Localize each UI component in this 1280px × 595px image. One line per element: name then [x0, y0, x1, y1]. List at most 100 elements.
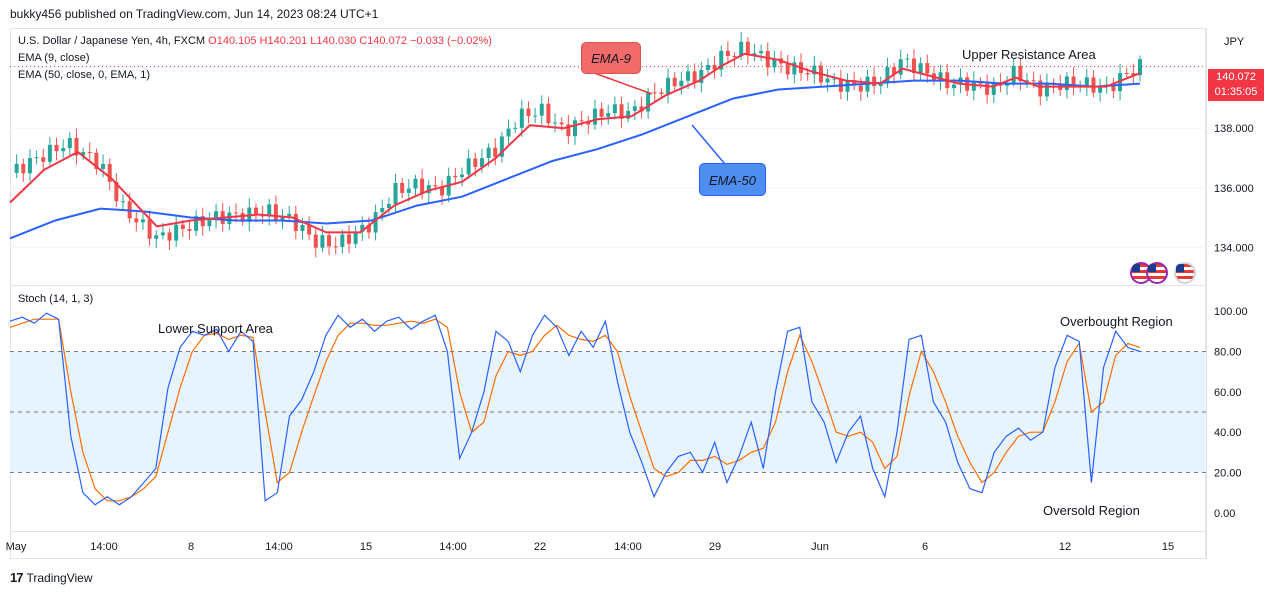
candle-body [765, 51, 770, 68]
candle-body [34, 157, 39, 159]
candle-body [214, 211, 219, 220]
candle-body [493, 147, 498, 157]
candle-body [539, 103, 544, 116]
candle-body [1071, 76, 1076, 87]
ema50-line [9, 79, 1141, 240]
candle-body [47, 144, 52, 162]
price-tick-label: 138.000 [1214, 123, 1254, 135]
candle-body [566, 124, 571, 137]
stoch-tick-label: 60.00 [1214, 387, 1242, 399]
candle-body [573, 120, 577, 137]
candle-body [646, 92, 651, 112]
ema9-callout: EMA-9 [581, 42, 641, 74]
candle-body [267, 204, 272, 217]
ema50-callout: EMA-50 [699, 163, 766, 196]
candle-body [612, 104, 617, 114]
candle-body [460, 174, 464, 178]
candle-body [67, 137, 72, 149]
candle-body [114, 181, 119, 202]
candle-body [679, 80, 684, 87]
candle-body [759, 51, 764, 54]
footer: 17 TradingView [10, 570, 93, 585]
candle-body [885, 67, 890, 83]
ohlc-values: O140.105 H140.201 L140.030 C140.072 −0.0… [208, 35, 492, 47]
candle-body [533, 115, 538, 117]
last-price-tag: 140.072 01:35:05 [1208, 69, 1264, 101]
candle-body [1131, 73, 1136, 76]
candle-body [300, 225, 305, 231]
candle-body [154, 235, 159, 239]
candle-body [287, 213, 292, 217]
candle-body [41, 157, 46, 162]
candle-body [1098, 86, 1103, 93]
candle-body [546, 103, 551, 124]
candle-body [194, 216, 199, 231]
legend-stoch: Stoch (14, 1, 3) [18, 293, 94, 305]
time-tick-label: 22 [534, 541, 546, 553]
candle-body [719, 50, 724, 70]
upper-resistance-label: Upper Resistance Area [962, 47, 1096, 62]
candle-body [479, 158, 484, 167]
candle-body [692, 71, 697, 84]
candle-body [406, 188, 411, 193]
candle-body [373, 212, 378, 233]
candle-body [74, 137, 79, 156]
candle-body [14, 163, 19, 173]
candle-body [54, 144, 59, 152]
candle-body [506, 128, 511, 137]
candle-body [347, 234, 351, 244]
candles [14, 32, 1142, 258]
candle-body [160, 232, 165, 236]
candle-body [559, 122, 564, 125]
candle-body [87, 152, 92, 154]
legend-symbol: U.S. Dollar / Japanese Yen, 4h, FXCM O14… [18, 35, 492, 47]
oversold-label: Oversold Region [1043, 503, 1140, 518]
candle-body [140, 219, 145, 223]
time-tick-label: 14:00 [614, 541, 642, 553]
candle-body [121, 201, 125, 203]
time-tick-label: Jun [811, 541, 829, 553]
candle-body [386, 204, 391, 209]
time-axis-divider [10, 531, 1206, 532]
time-tick-label: May [6, 541, 27, 553]
ema9-callout-pointer [585, 69, 653, 95]
candle-body [579, 120, 584, 122]
time-tick-label: 14:00 [265, 541, 293, 553]
candle-body [366, 224, 371, 233]
candle-body [426, 185, 431, 194]
price-tick-label: 136.000 [1214, 183, 1254, 195]
candle-body [592, 108, 597, 125]
candle-body [313, 234, 318, 248]
candle-body [825, 78, 830, 83]
stoch-d-line [9, 318, 1141, 502]
time-tick-label: 15 [1162, 541, 1174, 553]
us-flag-icon[interactable] [1146, 262, 1168, 284]
price-grid [10, 66, 1206, 248]
candle-body [499, 136, 504, 157]
candle-body [666, 77, 671, 94]
candle-body [1138, 59, 1142, 76]
candle-body [174, 224, 179, 241]
candle-body [273, 204, 278, 220]
us-flag-icon[interactable] [1174, 262, 1196, 284]
candle-body [473, 158, 478, 167]
stoch-grid [10, 350, 1206, 474]
time-tick-label: 15 [360, 541, 372, 553]
price-lines [9, 52, 1141, 240]
event-flags[interactable] [1130, 262, 1196, 284]
candle-body [1064, 76, 1069, 91]
candle-body [253, 207, 258, 216]
candle-body [200, 216, 205, 227]
stoch-tick-label: 100.00 [1214, 306, 1248, 318]
candle-body [526, 108, 531, 117]
price-tick-label: 134.000 [1214, 242, 1254, 254]
candle-body [147, 219, 152, 239]
last-price: 140.072 [1216, 71, 1256, 83]
candle-body [260, 215, 265, 217]
candle-body [725, 50, 730, 57]
time-tick-label: 12 [1059, 541, 1071, 553]
candle-body [360, 224, 365, 232]
candle-body [699, 69, 704, 84]
time-tick-label: 14:00 [90, 541, 118, 553]
